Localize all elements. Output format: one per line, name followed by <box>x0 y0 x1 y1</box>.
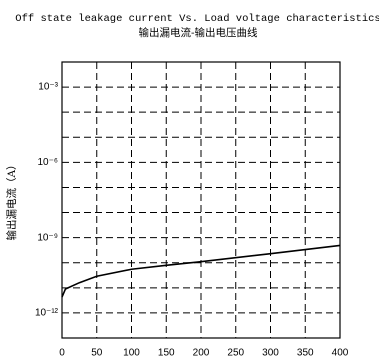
x-tick-label: 250 <box>227 348 244 359</box>
chart-subtitle: 输出漏电流-输出电压曲线 <box>138 26 258 39</box>
x-tick-label: 150 <box>158 348 175 359</box>
x-tick-label: 0 <box>59 348 65 359</box>
x-tick-label: 350 <box>297 348 314 359</box>
y-tick-label: 10⁻¹² <box>35 308 59 319</box>
x-tick-label: 200 <box>193 348 210 359</box>
y-axis-label: 输出漏电流（A） <box>5 159 18 240</box>
x-tick-label: 300 <box>262 348 279 359</box>
y-tick-label: 10⁻⁹ <box>37 232 58 243</box>
x-tick-label: 50 <box>91 348 103 359</box>
y-tick-label: 10⁻³ <box>38 82 58 93</box>
y-tick-label: 10⁻⁶ <box>37 157 58 168</box>
x-tick-label: 100 <box>123 348 140 359</box>
x-tick-label: 400 <box>332 348 349 359</box>
plot-frame <box>61 61 341 339</box>
chart-title: Off state leakage current Vs. Load volta… <box>15 13 379 25</box>
data-line <box>61 244 341 298</box>
